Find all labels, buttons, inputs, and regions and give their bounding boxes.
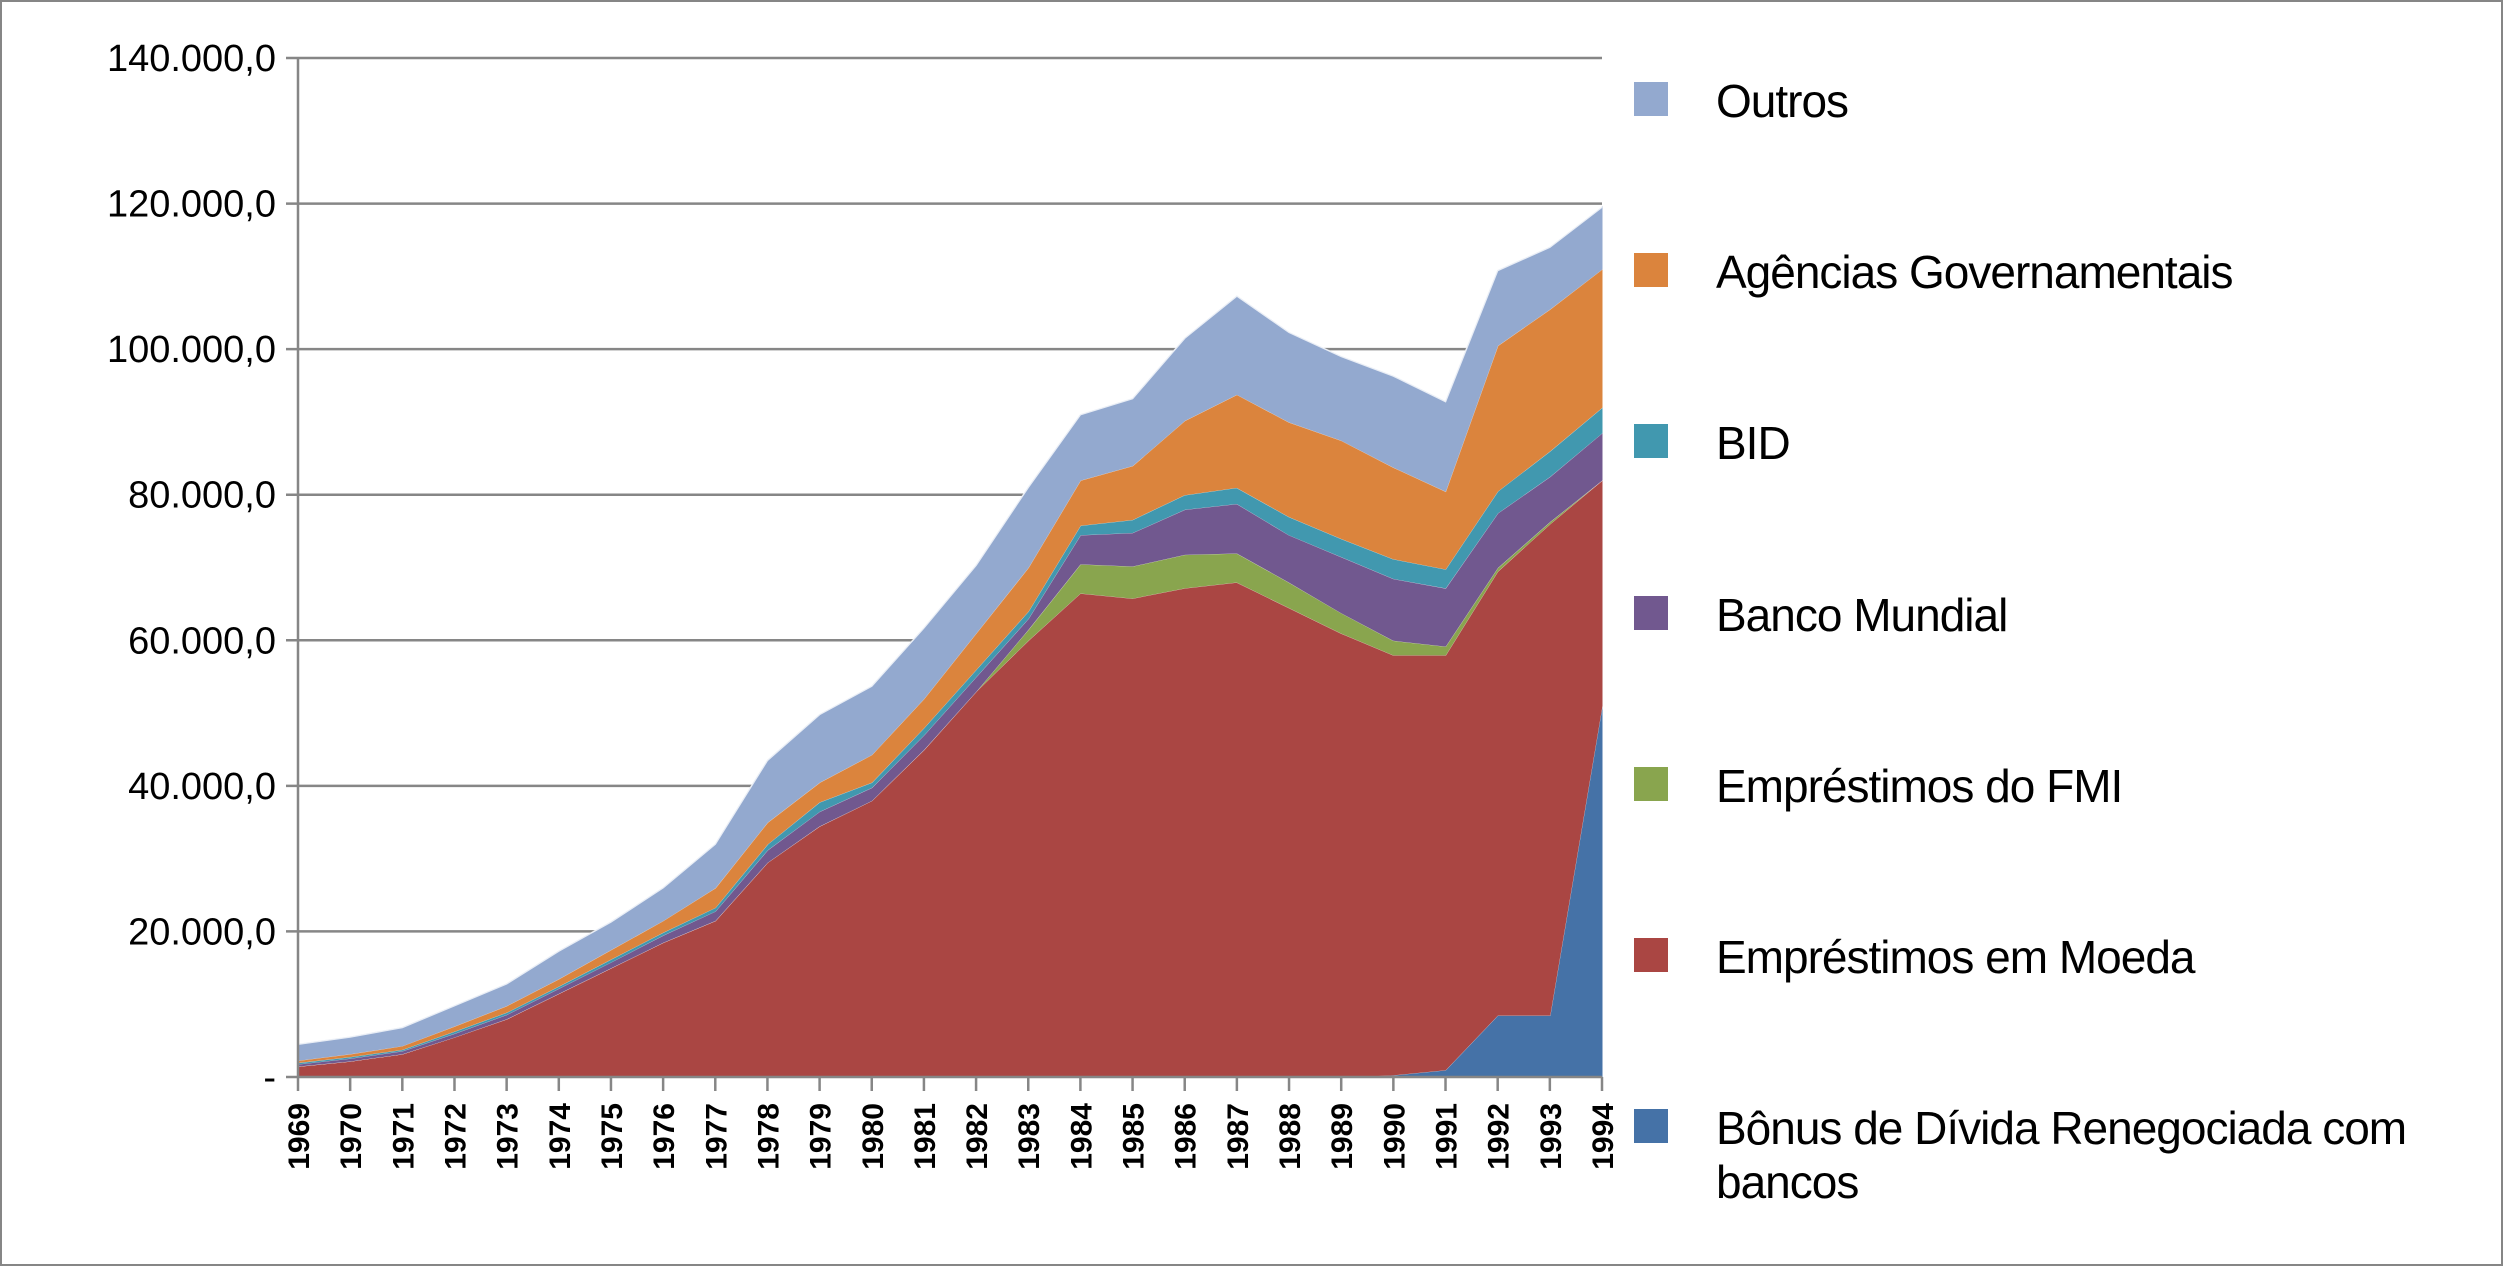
y-tick-label: 140.000,0 bbox=[107, 38, 276, 80]
x-tick-label: 1992 bbox=[1483, 1103, 1516, 1170]
x-tick-label: 1976 bbox=[648, 1103, 681, 1170]
y-tick-label: 40.000,0 bbox=[128, 766, 276, 808]
y-tick-label: 60.000,0 bbox=[128, 620, 276, 662]
x-tick-label: 1972 bbox=[439, 1103, 472, 1170]
area-top-edge bbox=[297, 206, 1603, 1045]
legend-item: Empréstimos do FMI bbox=[1634, 759, 2123, 813]
x-tick-label: 1994 bbox=[1587, 1103, 1620, 1170]
y-tick-label: 80.000,0 bbox=[128, 475, 276, 517]
legend-item: BID bbox=[1634, 416, 1791, 470]
legend-item: Agências Governamentais bbox=[1634, 245, 2234, 299]
x-tick-label: 1982 bbox=[961, 1103, 994, 1170]
x-tick-label: 1975 bbox=[596, 1103, 629, 1170]
x-tick-label: 1969 bbox=[283, 1103, 316, 1170]
legend-swatch bbox=[1634, 82, 1668, 116]
x-tick-label: 1984 bbox=[1065, 1103, 1098, 1170]
legend-item: Outros bbox=[1634, 74, 1849, 128]
x-tick-label: 1989 bbox=[1326, 1103, 1359, 1170]
x-tick-label: 1985 bbox=[1118, 1103, 1151, 1170]
legend-swatch bbox=[1634, 938, 1668, 972]
x-tick-label: 1979 bbox=[805, 1103, 838, 1170]
x-tick-label: 1991 bbox=[1431, 1103, 1464, 1170]
legend-swatch bbox=[1634, 424, 1668, 458]
y-tick-label: 100.000,0 bbox=[107, 329, 276, 371]
legend-label: Agências Governamentais bbox=[1716, 246, 2234, 298]
y-tick-label: 20.000,0 bbox=[128, 911, 276, 953]
legend-label: Bônus de Dívida Renegociada com bancos bbox=[1716, 1102, 2407, 1208]
x-tick-label: 1990 bbox=[1378, 1103, 1411, 1170]
legend-swatch bbox=[1634, 596, 1668, 630]
x-tick-label: 1980 bbox=[857, 1103, 890, 1170]
x-tick-label: 1981 bbox=[909, 1103, 942, 1170]
x-tick-label: 1983 bbox=[1013, 1103, 1046, 1170]
legend-label: BID bbox=[1716, 417, 1791, 469]
legend-item: Empréstimos em Moeda bbox=[1634, 930, 2195, 984]
y-tick-label: - bbox=[263, 1057, 276, 1099]
legend-swatch bbox=[1634, 767, 1668, 801]
x-tick-label: 1987 bbox=[1222, 1103, 1255, 1170]
legend-label: Banco Mundial bbox=[1716, 589, 2008, 641]
x-tick-label: 1974 bbox=[544, 1103, 577, 1170]
legend-item: Banco Mundial bbox=[1634, 588, 2008, 642]
x-tick-label: 1988 bbox=[1274, 1103, 1307, 1170]
legend-swatch bbox=[1634, 1109, 1668, 1143]
x-tick-label: 1986 bbox=[1170, 1103, 1203, 1170]
x-tick-label: 1973 bbox=[492, 1103, 525, 1170]
legend-swatch bbox=[1634, 253, 1668, 287]
x-tick-label: 1970 bbox=[335, 1103, 368, 1170]
x-tick-label: 1978 bbox=[752, 1103, 785, 1170]
x-tick-label: 1971 bbox=[387, 1103, 420, 1170]
x-tick-label: 1993 bbox=[1535, 1103, 1568, 1170]
x-tick-label: 1977 bbox=[700, 1103, 733, 1170]
legend-label: Outros bbox=[1716, 75, 1849, 127]
legend-item: Bônus de Dívida Renegociada com bancos bbox=[1634, 1101, 2494, 1209]
legend-label: Empréstimos em Moeda bbox=[1716, 931, 2195, 983]
y-tick-label: 120.000,0 bbox=[107, 184, 276, 226]
legend-label: Empréstimos do FMI bbox=[1716, 760, 2123, 812]
